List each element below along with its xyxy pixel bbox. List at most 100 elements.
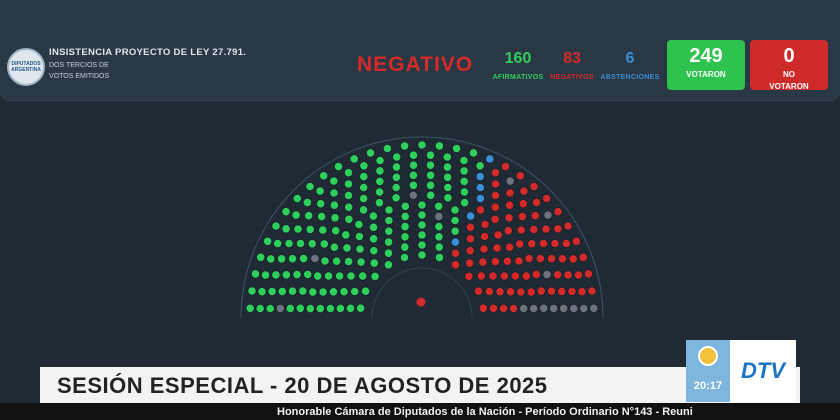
seat-affirmative — [305, 224, 315, 235]
seat-affirmative — [295, 238, 306, 249]
seat-affirmative — [267, 286, 277, 297]
seat-affirmative — [460, 198, 470, 208]
seat-affirmative — [281, 207, 291, 217]
seat-affirmative — [417, 140, 427, 150]
seat-negative — [488, 271, 498, 281]
seat-negative — [465, 246, 475, 256]
seat-affirmative — [384, 215, 394, 226]
seat-affirmative — [417, 230, 427, 240]
seat-affirmative — [298, 286, 308, 296]
seat-absent — [542, 270, 552, 280]
seat-affirmative — [359, 171, 369, 182]
seat-affirmative — [391, 182, 401, 193]
chamber-logo: DIPUTADOS ARGENTINA — [7, 48, 45, 86]
seat-affirmative — [417, 240, 427, 250]
seat-affirmative — [281, 270, 292, 280]
seat-affirmative — [247, 286, 257, 296]
seat-abstention — [450, 237, 460, 247]
seat-negative — [480, 219, 490, 230]
seat-affirmative — [359, 194, 369, 204]
seat-affirmative — [468, 148, 479, 158]
seat-negative — [450, 260, 461, 270]
seat-affirmative — [383, 260, 394, 270]
seat-affirmative — [375, 155, 385, 166]
seat-negative — [490, 214, 500, 224]
not-voted-value: 0 — [783, 45, 795, 67]
seat-affirmative — [260, 270, 271, 280]
seat-affirmative — [319, 171, 329, 181]
seat-affirmative — [271, 270, 281, 280]
seat-affirmative — [375, 166, 385, 176]
seat-negative — [499, 271, 509, 281]
seat-negative — [490, 190, 501, 201]
seat-affirmative — [391, 162, 402, 172]
seat-negative — [573, 270, 584, 280]
seat-affirmative — [295, 303, 305, 313]
seat-negative — [563, 270, 573, 280]
seat-negative — [475, 205, 486, 215]
seat-affirmative — [434, 252, 445, 263]
seat-negative — [530, 211, 540, 221]
seat-affirmative — [391, 193, 401, 203]
seat-affirmative — [292, 270, 302, 280]
seat-affirmative — [359, 161, 369, 171]
seat-affirmative — [358, 205, 369, 215]
seat-negative — [546, 254, 557, 264]
seat-negative — [553, 207, 563, 217]
seat-affirmative — [399, 252, 410, 263]
seat-negative — [504, 242, 515, 252]
seat-affirmative — [305, 304, 315, 314]
seat-negative — [492, 243, 502, 253]
seat-affirmative — [343, 179, 354, 189]
seat-affirmative — [287, 254, 298, 264]
seat-affirmative — [383, 248, 394, 258]
affirmative-value: 160 — [504, 50, 532, 67]
bill-title: INSISTENCIA PROYECTO DE LEY 27.791. — [49, 47, 247, 58]
seat-negative — [515, 239, 525, 249]
seat-negative — [538, 238, 549, 249]
seat-negative — [541, 224, 551, 234]
seat-affirmative — [307, 239, 317, 249]
seat-affirmative — [400, 211, 410, 222]
abstention-label: ABSTENCIONES — [600, 74, 660, 81]
seat-negative — [495, 287, 505, 297]
seat-negative — [568, 254, 578, 264]
seat-negative — [465, 258, 475, 268]
seat-negative — [526, 287, 536, 297]
seat-negative — [521, 271, 531, 281]
seat-affirmative — [346, 271, 356, 281]
hemicycle-outline — [240, 136, 604, 319]
seat-affirmative — [265, 303, 275, 314]
seat-affirmative — [417, 250, 427, 260]
seat-negative — [505, 287, 516, 297]
seat-affirmative — [361, 286, 371, 296]
seat-negative — [531, 269, 541, 279]
not-voted-box: 0 NO VOTARON — [750, 40, 828, 91]
seat-affirmative — [341, 230, 351, 240]
seat-negative — [478, 257, 488, 267]
seat-affirmative — [319, 239, 329, 249]
seat-affirmative — [443, 193, 453, 203]
hemicycle-inner-arc — [371, 267, 473, 319]
seat-negative — [465, 234, 475, 244]
negative-label: NEGATIVOS — [550, 74, 594, 81]
seat-negative — [518, 199, 528, 209]
seat-negative — [546, 286, 557, 296]
not-voted-label-line1: NO — [783, 70, 795, 79]
seat-negative — [484, 286, 494, 297]
seat-affirmative — [285, 303, 295, 313]
seat-absent — [529, 304, 539, 314]
negative-value: 83 — [563, 50, 581, 67]
seat-affirmative — [345, 303, 356, 313]
seat-affirmative — [355, 244, 365, 254]
seat-affirmative — [324, 271, 334, 281]
seat-affirmative — [384, 205, 394, 215]
seat-affirmative — [400, 141, 410, 151]
seat-negative — [488, 303, 499, 313]
seat-affirmative — [434, 141, 444, 151]
seat-affirmative — [354, 219, 364, 230]
session-title: SESIÓN ESPECIAL - 20 DE AGOSTO DE 2025 — [57, 373, 548, 398]
seat-negative — [519, 186, 529, 196]
seat-affirmative — [329, 188, 339, 198]
seat-negative — [504, 200, 515, 210]
